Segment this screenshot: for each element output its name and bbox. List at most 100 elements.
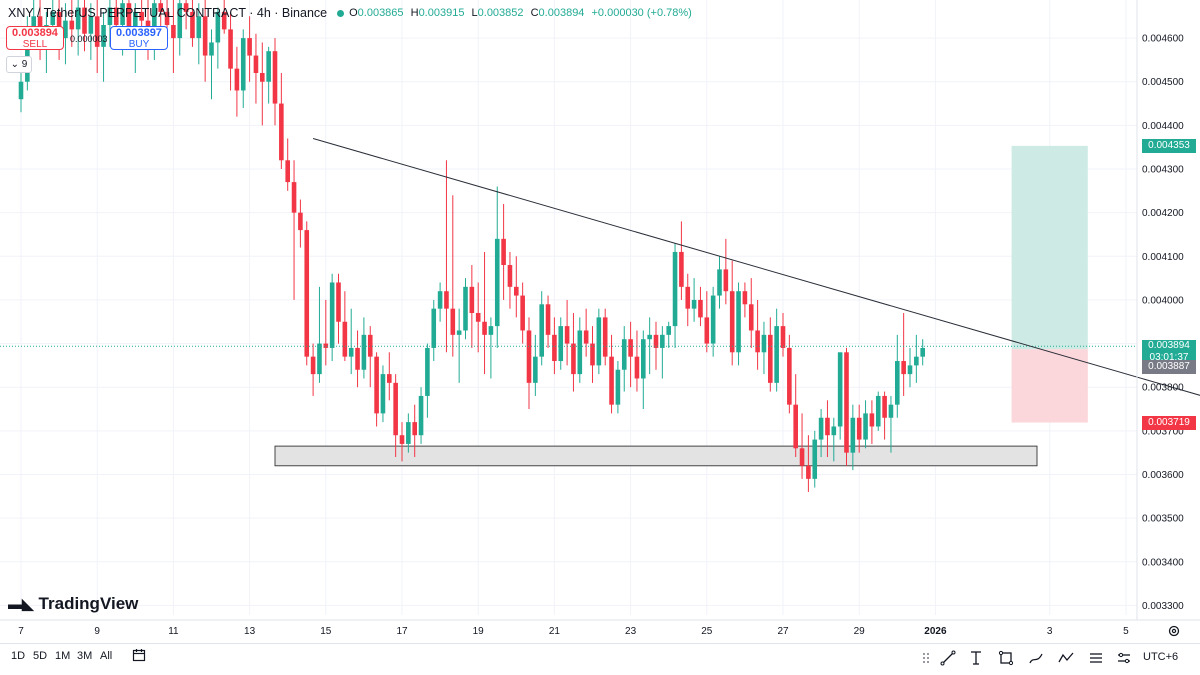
candle	[825, 400, 830, 458]
candle	[380, 365, 386, 423]
candle	[469, 265, 475, 348]
candle	[818, 409, 824, 458]
candle-body	[475, 313, 481, 322]
candle	[736, 282, 741, 366]
timeframe-all[interactable]: All	[100, 650, 113, 662]
timeframe-5d[interactable]: 5D	[33, 650, 48, 662]
candle-body	[653, 334, 659, 348]
candle	[18, 73, 24, 113]
candle	[387, 352, 392, 401]
candle	[488, 317, 494, 379]
chart-header: XNY / TetherUS PERPETUAL CONTRACT · 4h ·…	[8, 6, 696, 20]
candle	[215, 7, 221, 69]
candle-body	[856, 417, 862, 440]
chart-grid	[0, 0, 1137, 615]
candle-body	[621, 339, 627, 370]
candle	[691, 278, 697, 322]
candle-body	[583, 330, 589, 344]
symbol-title[interactable]: XNY / TetherUS PERPETUAL CONTRACT · 4h ·…	[8, 6, 328, 20]
candle	[564, 299, 570, 366]
trend-line-icon[interactable]	[940, 650, 956, 666]
candle	[704, 291, 710, 353]
stop-zone[interactable]	[1011, 349, 1088, 423]
candle	[907, 347, 913, 388]
x-tick-label: 13	[244, 626, 256, 637]
candle	[831, 417, 837, 462]
candle	[787, 334, 792, 414]
y-tick-label: 0.004500	[1142, 77, 1184, 88]
candle	[653, 321, 659, 370]
candle-body	[488, 326, 494, 335]
candle-body	[133, 11, 138, 30]
candle	[723, 238, 729, 305]
candle-body	[914, 356, 919, 366]
trend-line[interactable]	[312, 137, 1200, 396]
candle	[628, 321, 633, 388]
candles	[18, 0, 925, 492]
measure-tool-icon[interactable]	[1116, 650, 1132, 666]
candle-body	[507, 265, 513, 287]
timeframe-1d[interactable]: 1D	[11, 650, 26, 662]
gear-icon[interactable]	[1167, 624, 1181, 638]
text-tool-icon[interactable]	[968, 650, 984, 666]
timeframe-3m[interactable]: 3M	[77, 650, 93, 662]
candle-body	[412, 422, 417, 436]
target-price-tag: 0.004353	[1142, 138, 1196, 153]
candle-body	[806, 465, 811, 479]
buy-price: 0.003897	[116, 27, 162, 39]
buy-button[interactable]: 0.003897 BUY	[110, 26, 168, 50]
candle-body	[717, 269, 722, 296]
candle-body	[387, 374, 392, 383]
drag-handle-icon[interactable]	[918, 650, 934, 666]
candle-body	[615, 369, 621, 405]
sell-button[interactable]: 0.003894 SELL	[6, 26, 64, 50]
calendar-icon[interactable]	[132, 648, 146, 662]
candle-body	[520, 295, 525, 331]
candle-body	[374, 356, 379, 414]
candle	[266, 46, 271, 104]
y-tick-label: 0.004300	[1142, 165, 1184, 176]
brush-tool-icon[interactable]	[1028, 650, 1044, 666]
rectangle-tool-icon[interactable]	[998, 650, 1014, 666]
candle	[558, 317, 564, 370]
candle-body	[120, 3, 125, 26]
candle	[837, 352, 843, 440]
pattern-tool-icon[interactable]	[1058, 650, 1074, 666]
candle-body	[564, 326, 570, 344]
candle-body	[437, 291, 443, 309]
indicators-toggle[interactable]: ⌄ 9	[6, 56, 32, 73]
candle-body	[501, 238, 506, 266]
support-zone[interactable]	[274, 445, 1038, 467]
candle	[69, 0, 75, 47]
candle	[545, 295, 551, 348]
candle-body	[901, 361, 906, 375]
candle-body	[888, 404, 894, 418]
candle-body	[869, 413, 875, 427]
buy-label: BUY	[128, 39, 150, 50]
sell-label: SELL	[22, 39, 48, 50]
candle	[882, 391, 887, 440]
candle	[679, 221, 684, 300]
candle	[577, 317, 583, 383]
candle-body	[126, 3, 132, 30]
candle	[780, 313, 786, 357]
candle	[260, 42, 265, 126]
candle	[602, 308, 608, 366]
candle	[901, 313, 906, 396]
candle	[323, 299, 329, 366]
candle-body	[202, 16, 208, 56]
timeframe-1m[interactable]: 1M	[55, 650, 71, 662]
candle-body	[50, 11, 56, 26]
candle	[710, 286, 716, 357]
candle	[717, 256, 722, 309]
candle-body	[710, 295, 716, 344]
timezone-label[interactable]: UTC+6	[1143, 651, 1179, 663]
target-zone[interactable]	[1011, 145, 1088, 350]
candle-body	[729, 291, 735, 353]
candle-body	[196, 16, 202, 39]
long-position-icon[interactable]	[1088, 650, 1104, 666]
candle-body	[285, 160, 290, 183]
candle-body	[660, 334, 665, 348]
candle-body	[329, 282, 335, 348]
